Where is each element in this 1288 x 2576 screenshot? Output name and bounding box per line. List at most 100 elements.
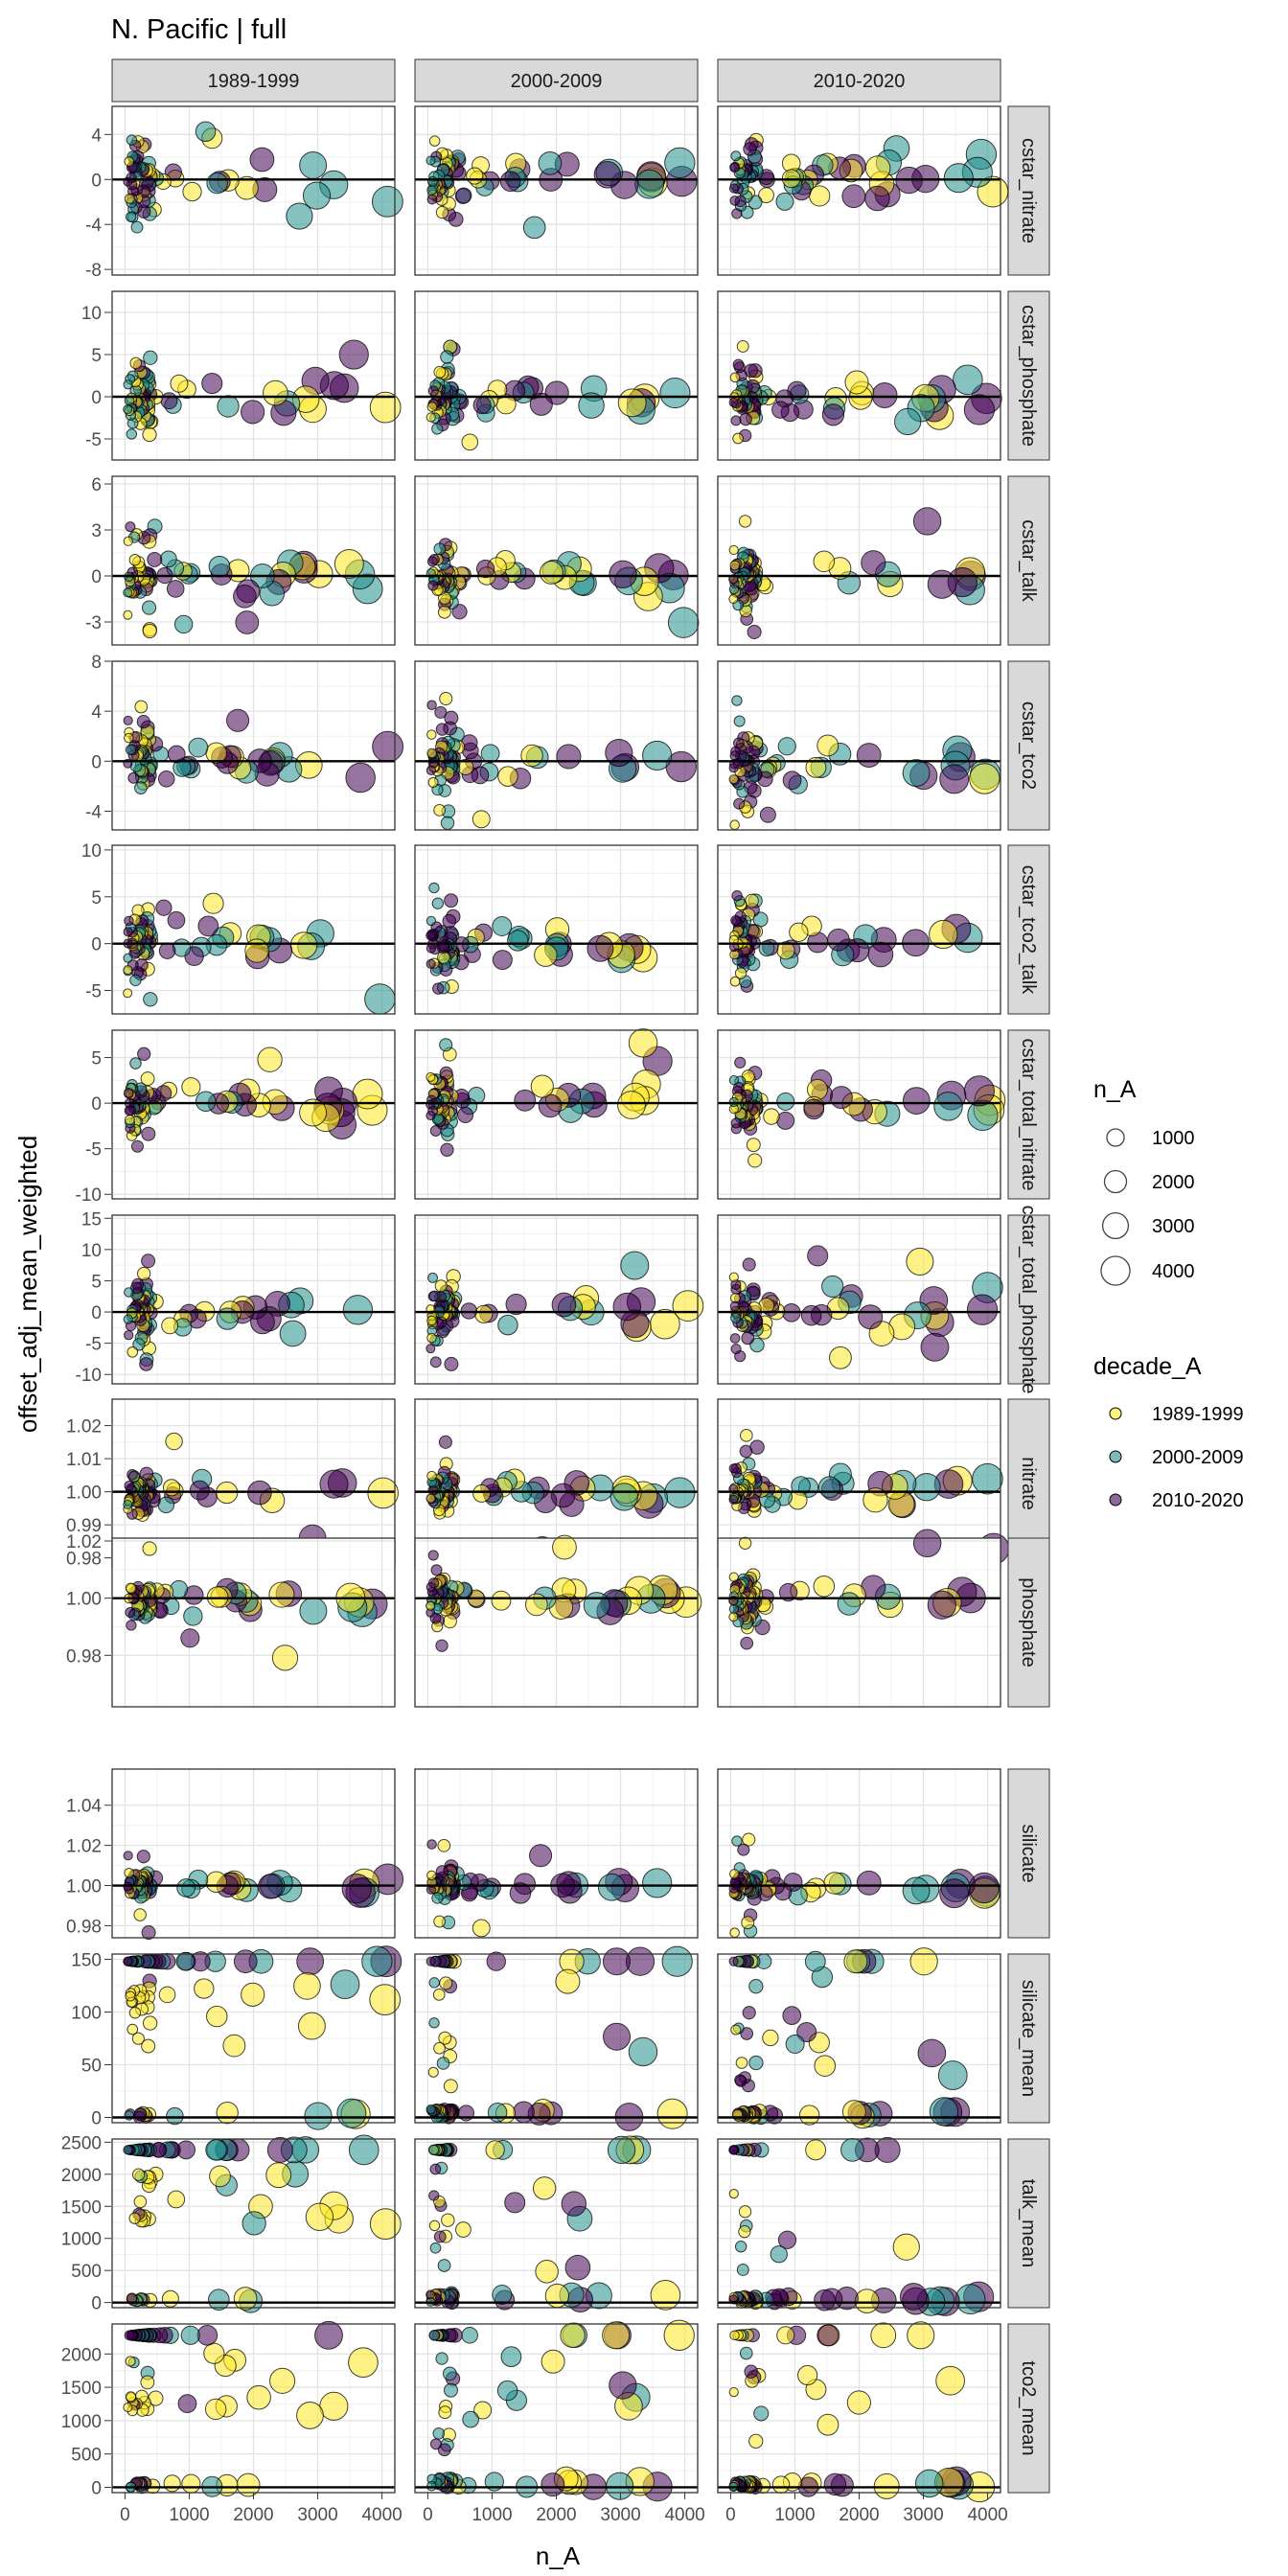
data-point bbox=[732, 358, 745, 371]
data-point bbox=[870, 2322, 897, 2349]
data-point bbox=[739, 2346, 753, 2360]
data-point bbox=[864, 185, 890, 212]
data-point bbox=[429, 2242, 442, 2254]
column-strip-label: 1989-1999 bbox=[208, 71, 300, 92]
data-point bbox=[438, 2031, 452, 2045]
data-point bbox=[128, 2007, 142, 2019]
panel-border bbox=[111, 1768, 396, 1939]
data-point bbox=[738, 1536, 752, 1550]
y-tick-label: 1.04 bbox=[66, 1797, 102, 1817]
data-point bbox=[728, 593, 739, 604]
data-point bbox=[770, 2245, 788, 2264]
data-point bbox=[342, 1295, 374, 1325]
data-point bbox=[729, 196, 741, 206]
data-point bbox=[800, 1304, 822, 1326]
data-point bbox=[432, 982, 445, 995]
facet-panel bbox=[717, 290, 1002, 461]
data-point bbox=[241, 400, 265, 425]
data-point bbox=[141, 2038, 156, 2054]
data-point bbox=[158, 942, 176, 959]
y-tick-label: -3 bbox=[85, 613, 102, 633]
data-point bbox=[426, 1839, 437, 1850]
data-point bbox=[257, 1046, 283, 1072]
color-legend-key bbox=[1109, 1493, 1122, 1506]
size-legend-title: n_A bbox=[1093, 1076, 1137, 1103]
data-point bbox=[426, 1344, 436, 1354]
y-tick-label: -4 bbox=[85, 802, 102, 822]
data-point bbox=[181, 2473, 201, 2494]
facet-panel bbox=[111, 1214, 396, 1385]
panel-border bbox=[111, 105, 396, 276]
data-point bbox=[814, 2055, 837, 2077]
panel-border bbox=[414, 844, 699, 1015]
data-point bbox=[603, 2022, 632, 2051]
row-strip bbox=[1007, 290, 1050, 461]
data-point bbox=[731, 695, 743, 706]
data-point bbox=[124, 194, 135, 204]
facet-panel bbox=[414, 1214, 704, 1385]
data-point bbox=[813, 550, 836, 573]
data-point bbox=[444, 2382, 458, 2398]
x-tick-label: 1000 bbox=[169, 2505, 209, 2525]
facet-panel bbox=[717, 475, 1001, 646]
data-point bbox=[369, 2208, 402, 2241]
data-point bbox=[617, 388, 647, 418]
data-point bbox=[441, 2213, 455, 2227]
facet-panel bbox=[717, 1529, 1001, 1708]
facet-panel bbox=[717, 2136, 1001, 2316]
data-point bbox=[133, 1908, 147, 1921]
data-point bbox=[564, 2254, 591, 2281]
data-point bbox=[134, 781, 148, 794]
data-point bbox=[804, 1950, 826, 1972]
data-point bbox=[175, 1951, 196, 1971]
y-tick-label: 0 bbox=[91, 1094, 102, 1115]
data-point bbox=[736, 2264, 749, 2276]
data-point bbox=[428, 135, 441, 147]
data-point bbox=[134, 700, 149, 714]
data-point bbox=[142, 600, 157, 615]
data-point bbox=[204, 2398, 227, 2421]
data-point bbox=[426, 1600, 436, 1611]
panel-border bbox=[111, 1537, 396, 1708]
data-point bbox=[496, 2380, 518, 2402]
data-point bbox=[663, 2319, 695, 2351]
data-point bbox=[126, 428, 138, 440]
data-point bbox=[738, 515, 752, 528]
row-strip-label: cstar_tco2_talk bbox=[1018, 865, 1039, 996]
panel-border bbox=[717, 290, 1001, 461]
data-point bbox=[656, 2098, 688, 2129]
data-point bbox=[140, 2375, 155, 2390]
data-point bbox=[426, 931, 436, 941]
data-point bbox=[749, 1337, 765, 1353]
data-point bbox=[124, 732, 134, 744]
data-point bbox=[160, 392, 178, 410]
data-point bbox=[797, 2364, 818, 2386]
column-strip-label: 2010-2020 bbox=[814, 71, 906, 92]
data-point bbox=[730, 1117, 742, 1129]
data-point bbox=[124, 1329, 134, 1341]
data-point bbox=[472, 396, 492, 415]
row-strip bbox=[1007, 2138, 1050, 2309]
data-point bbox=[740, 1428, 753, 1442]
data-point bbox=[440, 350, 454, 364]
data-point bbox=[163, 2474, 181, 2493]
data-point bbox=[954, 2284, 986, 2315]
row-strip bbox=[1007, 2323, 1050, 2494]
data-point bbox=[782, 2006, 802, 2025]
data-point bbox=[372, 730, 404, 763]
data-point bbox=[266, 2136, 293, 2163]
facet-panel bbox=[111, 290, 402, 461]
data-point bbox=[126, 1468, 138, 1481]
facet-panel bbox=[414, 844, 699, 1015]
data-point bbox=[741, 1916, 755, 1930]
data-point bbox=[140, 1071, 155, 1087]
data-point bbox=[902, 1087, 931, 1116]
data-point bbox=[728, 2145, 739, 2155]
panel-border bbox=[111, 1029, 396, 1200]
data-point bbox=[279, 1320, 307, 1347]
data-point bbox=[486, 1951, 506, 1971]
panel-border bbox=[414, 105, 699, 276]
data-point bbox=[729, 750, 741, 761]
data-point bbox=[226, 708, 250, 732]
data-point bbox=[206, 172, 228, 195]
